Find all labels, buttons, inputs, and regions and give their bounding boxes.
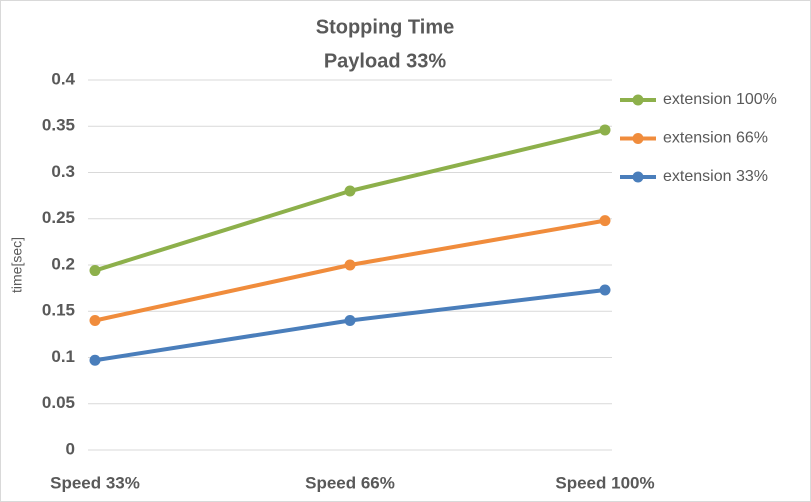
y-tick-label: 0.25 (42, 208, 75, 227)
data-point (89, 265, 101, 277)
legend-marker (632, 133, 644, 144)
y-tick-label: 0.3 (51, 162, 75, 181)
y-tick-label: 0.15 (42, 301, 75, 320)
y-tick-label: 0 (66, 439, 75, 458)
y-tick-label: 0.4 (51, 69, 75, 88)
y-tick-label: 0.35 (42, 116, 75, 135)
data-point (344, 185, 356, 197)
chart-title: Stopping Time (316, 16, 455, 38)
data-point (89, 315, 101, 326)
legend-marker (632, 171, 644, 183)
data-point (599, 284, 611, 296)
x-tick-label: Speed 33% (50, 473, 140, 492)
y-axis-label: time[sec] (9, 237, 25, 293)
x-tick-label: Speed 66% (305, 473, 395, 492)
data-point (599, 124, 611, 136)
y-tick-label: 0.05 (42, 393, 75, 412)
chart-subtitle: Payload 33% (324, 50, 447, 72)
data-point (89, 354, 101, 366)
legend-label: extension 100% (663, 91, 777, 108)
y-tick-label: 0.2 (51, 254, 75, 273)
data-point (599, 215, 611, 227)
data-point (344, 259, 356, 271)
data-point (344, 315, 356, 326)
legend-marker (632, 94, 644, 106)
legend-label: extension 33% (663, 168, 768, 185)
x-tick-label: Speed 100% (555, 473, 654, 492)
legend-label: extension 66% (663, 130, 768, 147)
y-tick-label: 0.1 (51, 347, 75, 366)
